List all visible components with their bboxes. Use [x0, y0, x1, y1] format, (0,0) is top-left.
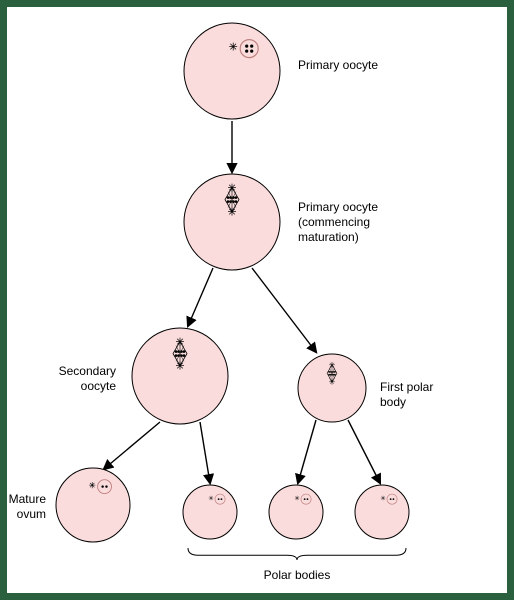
label-polar-bodies: Polar bodies — [217, 568, 377, 583]
label-primary: Primary oocyte — [298, 58, 378, 73]
oogenesis-diagram — [0, 0, 514, 600]
label-primary2: Primary oocyte(commencingmaturation) — [298, 200, 378, 245]
label-secondary: Secondaryoocyte — [59, 364, 116, 394]
label-ovum: Matureovum — [9, 492, 46, 522]
label-firstpolar: First polarbody — [380, 380, 433, 410]
